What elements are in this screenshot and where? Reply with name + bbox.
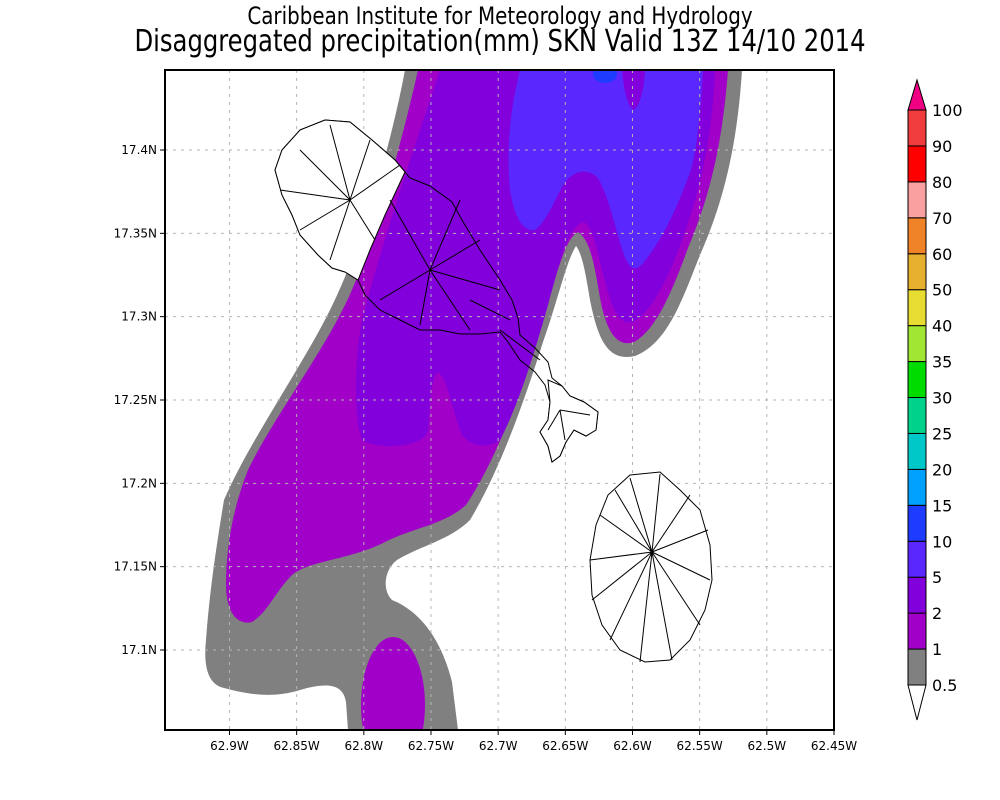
x-tick-label: 62.8W [345,739,384,753]
x-tick-label: 62.85W [274,739,320,753]
x-tick-label: 62.65W [542,739,588,753]
colorbar-label: 10 [932,532,952,551]
colorbar-segment [907,468,927,506]
colorbar-label: 25 [932,424,952,443]
island-outlines [274,119,713,663]
colorbar-label: 2 [932,604,942,623]
y-tick-label: 17.4N [121,143,157,157]
st-kitts-northwest-fill [274,119,406,281]
institute-title: Caribbean Institute for Meteorology and … [247,2,753,30]
y-tick-label: 17.15N [114,560,157,574]
x-tick-label: 62.9W [210,739,249,753]
contour-1-2-south [361,637,425,730]
x-tick-label: 62.7W [479,739,518,753]
colorbar-segment [907,397,927,434]
contour-2-5-tongue [622,70,645,110]
st-kitts-drainage-lines [279,124,591,441]
x-tick-label: 62.6W [613,739,652,753]
st-kitts-southeast-fill [539,379,599,463]
colorbar-top-arrow [907,78,927,111]
colorbar-label: 15 [932,496,952,515]
nevis-drainage-lines [589,473,711,663]
colorbar-label: 5 [932,568,942,587]
colorbar-label: 20 [932,460,952,479]
y-tick-label: 17.2N [121,476,157,490]
colorbar-label: 60 [932,245,952,264]
colorbar-label: 35 [932,353,952,372]
x-axis-ticks: 62.9W 62.85W 62.8W 62.75W 62.7W 62.65W 62.6W 62… [210,730,857,753]
colorbar-label: 1 [932,640,942,659]
colorbar-segment [907,361,927,398]
colorbar-segment [907,612,927,650]
colorbar-segment [907,504,927,542]
y-tick-label: 17.1N [121,643,157,657]
x-tick-label: 62.55W [677,739,723,753]
colorbar-label: 40 [932,317,952,336]
y-tick-label: 17.35N [114,226,157,240]
colorbar-segment [907,289,927,327]
nevis-island [589,471,713,663]
x-tick-label: 62.75W [408,739,454,753]
colorbar-label: 30 [932,389,952,408]
x-tick-label: 62.5W [748,739,787,753]
colorbar-segment [907,540,927,578]
y-axis-ticks: 17.4N 17.35N 17.3N 17.25N 17.2N 17.15N 17.1N [114,143,165,657]
chart-title: Disaggregated precipitation(mm) SKN Vali… [134,24,866,59]
contour-10-15 [593,70,617,83]
colorbar-bottom-arrow [907,684,927,721]
precipitation-contours [205,70,742,730]
colorbar-label: 70 [932,209,952,228]
y-tick-label: 17.25N [114,393,157,407]
colorbar-segment [907,181,927,219]
colorbar-label: 80 [932,173,952,192]
x-tick-label: 62.45W [811,739,857,753]
colorbar-label: 50 [932,281,952,300]
colorbar-label: 100 [932,101,963,120]
colorbar-label: 90 [932,137,952,156]
colorbar-segment [907,432,927,470]
y-tick-label: 17.3N [121,310,157,324]
colorbar-segment [907,253,927,291]
colorbar-segment [907,145,927,183]
colorbar-segment [907,648,927,686]
colorbar-segment [907,576,927,614]
colorbar-segment [907,217,927,255]
colorbar-label: 0.5 [932,676,957,695]
colorbar-segment [907,109,927,147]
contour-5-10 [508,70,703,269]
colorbar-segment [907,325,927,363]
